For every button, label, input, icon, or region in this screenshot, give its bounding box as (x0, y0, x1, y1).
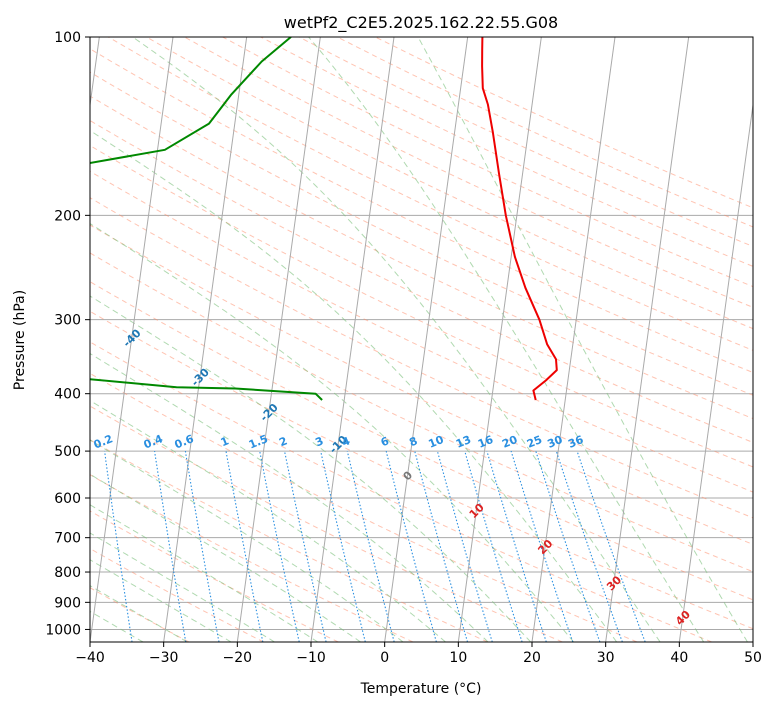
y-tick-label: 500 (54, 444, 81, 460)
x-tick-label: 40 (670, 650, 688, 666)
y-tick-label: 700 (54, 531, 81, 547)
x-tick-label: 20 (523, 650, 541, 666)
x-tick-label: −40 (75, 650, 105, 666)
x-tick-label: 30 (597, 650, 615, 666)
x-tick-label: 50 (744, 650, 762, 666)
x-tick-label: −30 (149, 650, 179, 666)
y-tick-label: 900 (54, 595, 81, 611)
x-axis-label: Temperature (°C) (360, 681, 482, 697)
y-tick-label: 400 (54, 387, 81, 403)
y-tick-label: 800 (54, 565, 81, 581)
x-tick-label: 10 (449, 650, 467, 666)
y-tick-label: 600 (54, 491, 81, 507)
y-axis-label: Pressure (hPa) (12, 290, 28, 390)
x-tick-label: −10 (296, 650, 326, 666)
y-tick-label: 300 (54, 313, 81, 329)
y-tick-label: 1000 (45, 622, 81, 638)
chart-title: wetPf2_C2E5.2025.162.22.55.G08 (284, 13, 558, 33)
x-tick-label: −20 (223, 650, 253, 666)
y-tick-label: 100 (54, 30, 81, 46)
x-tick-label: 0 (380, 650, 389, 666)
y-tick-label: 200 (54, 208, 81, 224)
